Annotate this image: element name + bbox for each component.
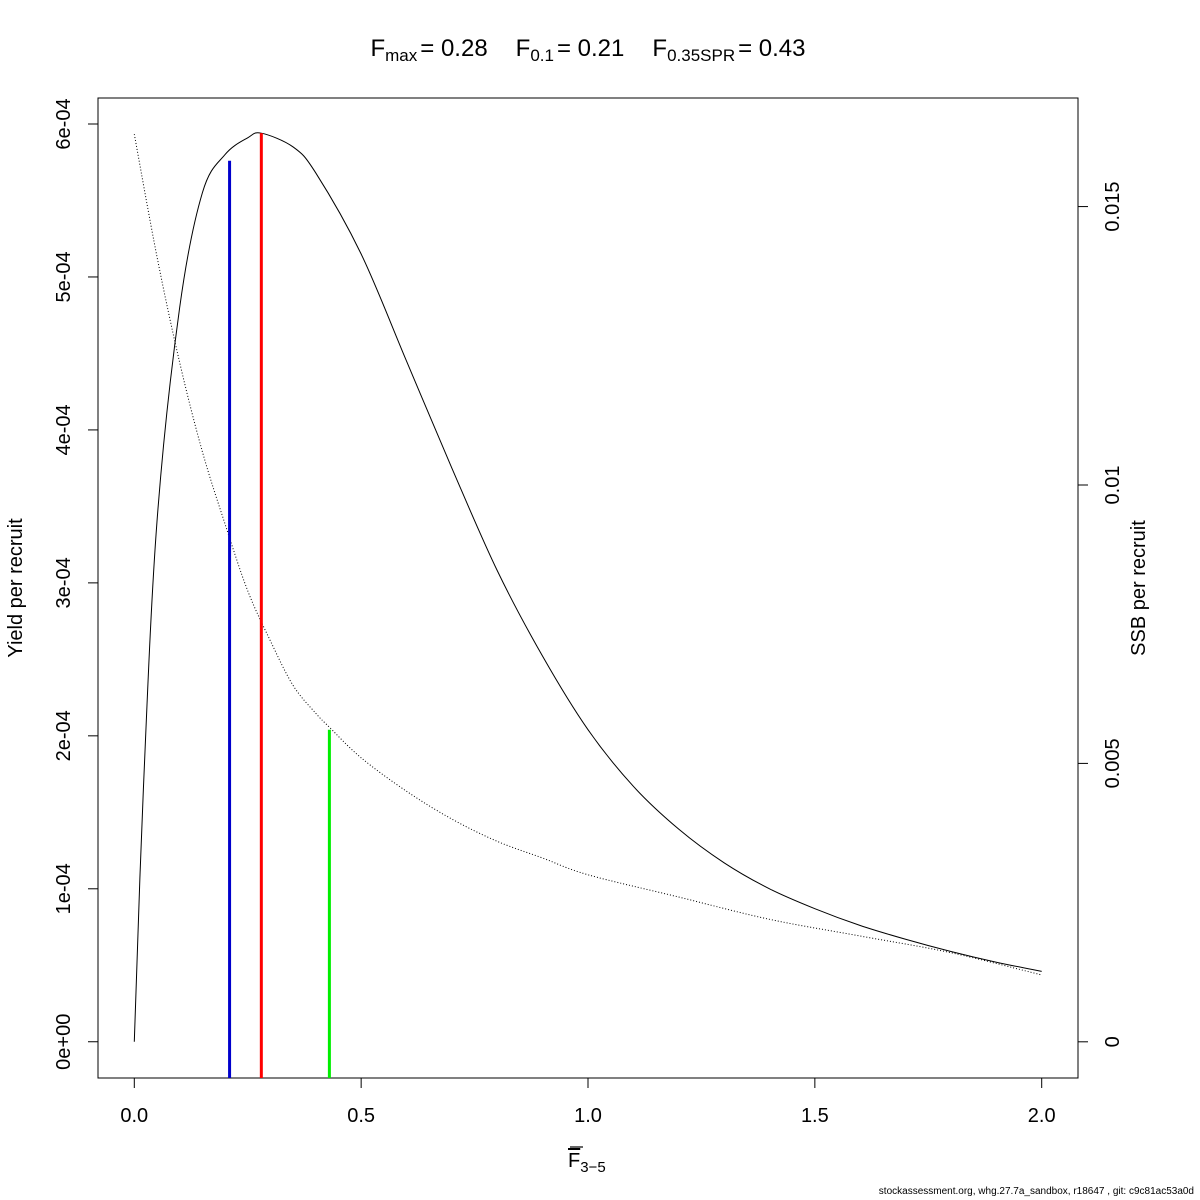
x-tick-label: 0.0 — [120, 1105, 148, 1127]
x-tick-label: 1.5 — [801, 1105, 829, 1127]
axis-labels: F3−5 Yield per recruit SSB per recruit — [5, 518, 1150, 1176]
y-tick-label: 1e-04 — [53, 863, 75, 914]
title-term-sub: 0.1 — [530, 46, 554, 65]
title-term-main: F — [370, 35, 385, 62]
title-term-value: = 0.21 — [557, 35, 624, 62]
y-tick-label: 3e-04 — [53, 557, 75, 608]
title-term-sub: 0.35SPR — [667, 46, 735, 65]
y-axis-right: 0 0.005 0.01 0.015 — [1077, 182, 1124, 1047]
y-tick-label: 5e-04 — [53, 251, 75, 302]
x-tick-label: 2.0 — [1028, 1105, 1056, 1127]
yield-per-recruit-line — [133, 132, 1042, 1042]
x-axis: 0.0 0.5 1.0 1.5 2.0 — [120, 1077, 1056, 1127]
ssb-per-recruit-line — [133, 134, 1042, 976]
x-tick-label: 1.0 — [574, 1105, 602, 1127]
title-term-main: F — [652, 35, 667, 62]
footer-credit: stockassessment.org, whg.27.7a_sandbox, … — [878, 1186, 1194, 1197]
series-group — [133, 132, 1042, 1042]
title-text: Fmax = 0.28 F0.1 = 0.21 F0.35SPR = 0.43 — [370, 35, 805, 65]
y2-tick-label: 0.005 — [1102, 738, 1124, 788]
x-axis-label: F3−5 — [568, 1150, 606, 1176]
y-tick-label: 6e-04 — [53, 98, 75, 149]
y-axis-label: Yield per recruit — [5, 518, 27, 658]
y-tick-label: 0e+00 — [53, 1014, 75, 1070]
y2-tick-label: 0.01 — [1102, 466, 1124, 505]
title-term-sub: max — [385, 46, 418, 65]
y2-tick-label: 0.015 — [1102, 182, 1124, 232]
y-axis-left: 0e+00 1e-04 2e-04 3e-04 4e-04 5e-04 6e-04 — [53, 98, 99, 1070]
y-tick-label: 2e-04 — [53, 710, 75, 761]
title-term-value: = 0.28 — [420, 35, 487, 62]
y-tick-label: 4e-04 — [53, 404, 75, 455]
reference-lines — [228, 133, 331, 1078]
title-term-main: F — [516, 35, 531, 62]
y2-tick-label: 0 — [1102, 1036, 1124, 1047]
title-term-value: = 0.43 — [738, 35, 805, 62]
y2-axis-label: SSB per recruit — [1128, 520, 1150, 656]
chart-title: Fmax = 0.28 F0.1 = 0.21 F0.35SPR = 0.43 — [370, 35, 805, 65]
x-tick-label: 0.5 — [347, 1105, 375, 1127]
plot-frame — [97, 97, 1079, 1079]
